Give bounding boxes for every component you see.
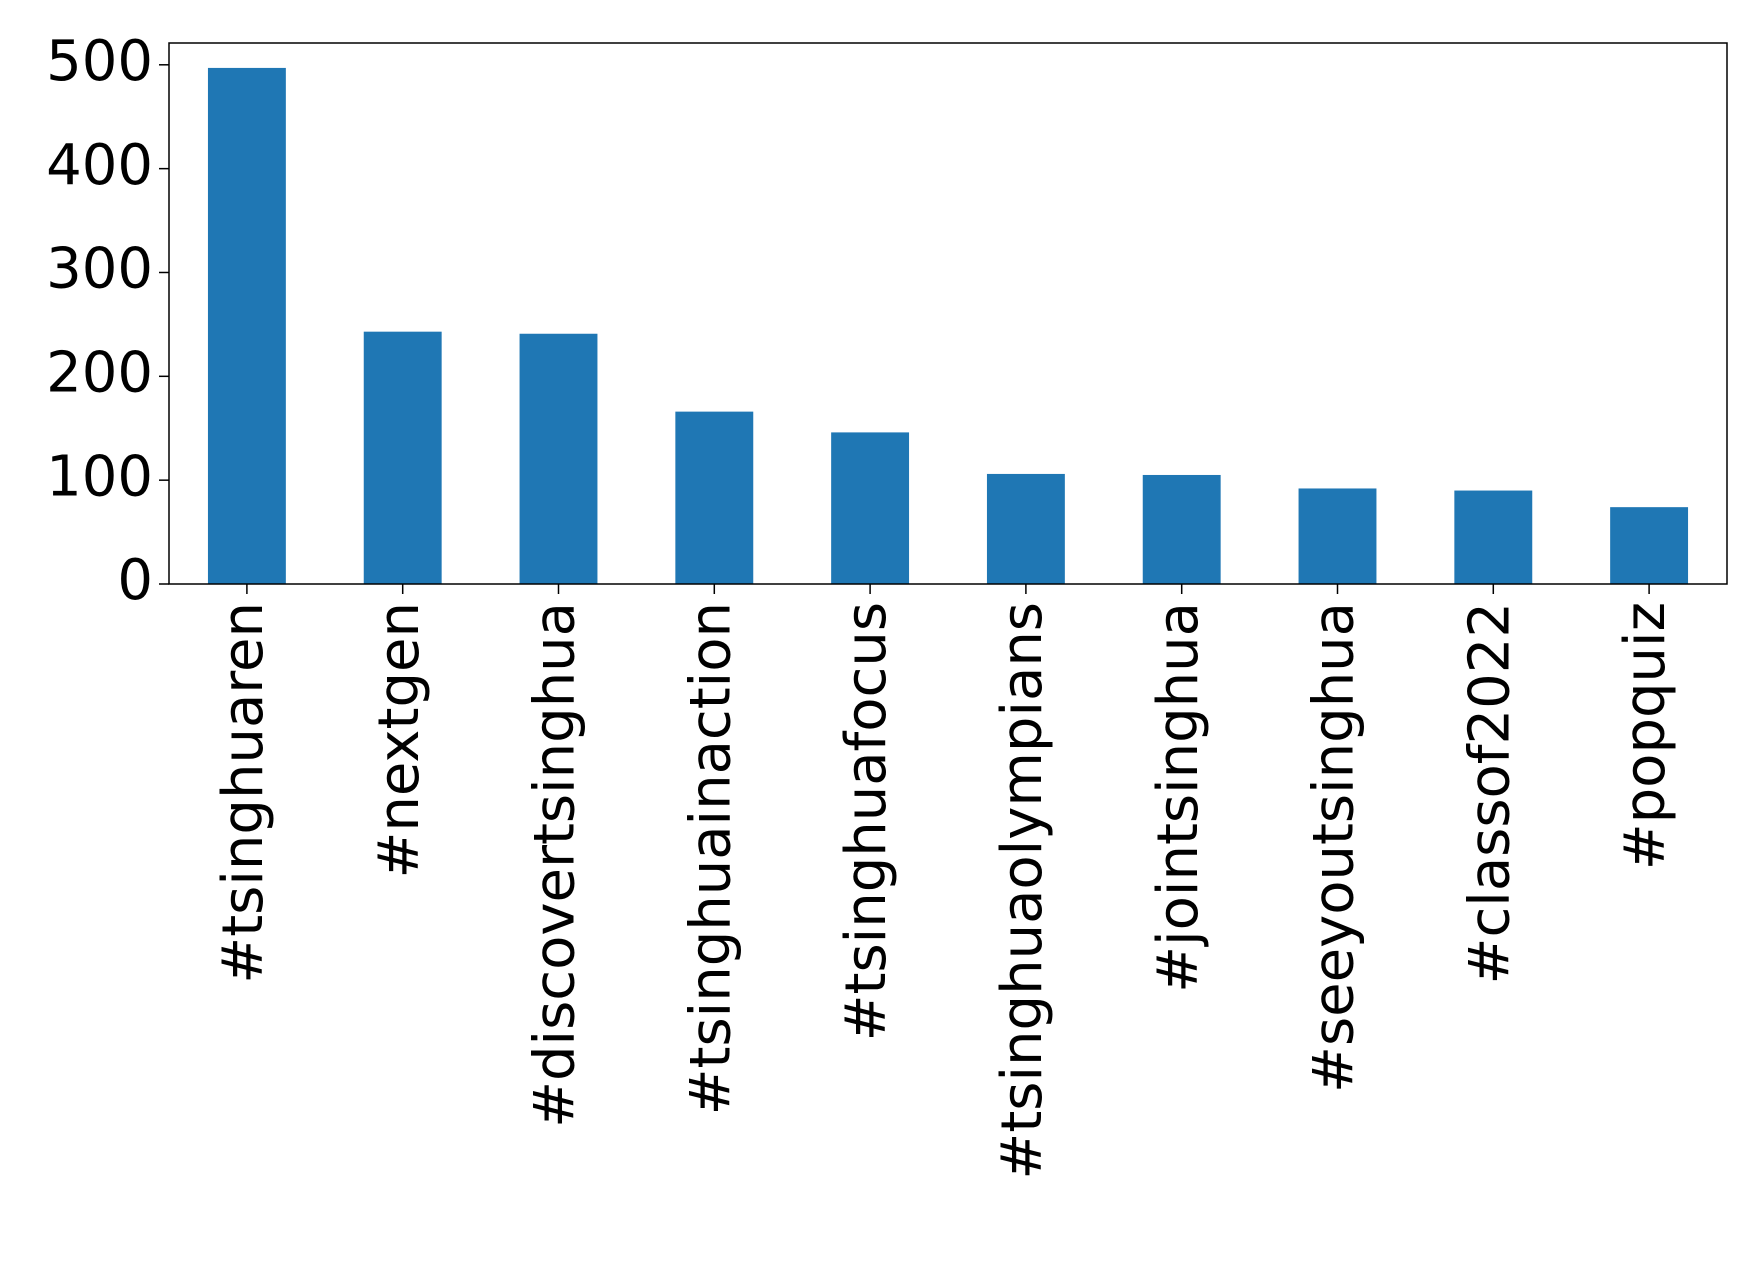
y-tick-label: 0: [117, 548, 153, 613]
x-tick-label: #tsinghuaolympians: [990, 602, 1055, 1180]
x-tick-label: #jointsinghua: [1146, 602, 1211, 993]
x-tick-label: #nextgen: [367, 602, 432, 878]
bar: [831, 432, 910, 584]
y-tick-label: 100: [46, 444, 153, 509]
bar: [1610, 507, 1689, 584]
x-tick-label: #tsinghuainaction: [678, 602, 743, 1115]
plot-frame: [168, 42, 1728, 585]
x-tick-label: #tsinghuaren: [211, 602, 276, 984]
bar: [1298, 488, 1377, 584]
y-tick-label: 300: [46, 237, 153, 302]
x-tick-label: #classof2022: [1457, 602, 1522, 984]
x-tick-label: #seeyoutsinghua: [1302, 602, 1367, 1093]
bar: [1454, 490, 1533, 584]
bar: [675, 411, 754, 584]
y-tick-label: 500: [46, 29, 153, 94]
y-tick-label: 400: [46, 133, 153, 198]
bar: [986, 473, 1065, 584]
bar: [207, 67, 286, 584]
x-tick-label: #popquiz: [1613, 602, 1678, 870]
x-tick-label: #tsinghuafocus: [834, 602, 899, 1041]
bar: [363, 331, 442, 584]
x-tick-label: #discovertsinghua: [523, 602, 588, 1128]
y-tick-label: 200: [46, 340, 153, 405]
bar: [519, 333, 598, 584]
bar: [1142, 474, 1221, 584]
